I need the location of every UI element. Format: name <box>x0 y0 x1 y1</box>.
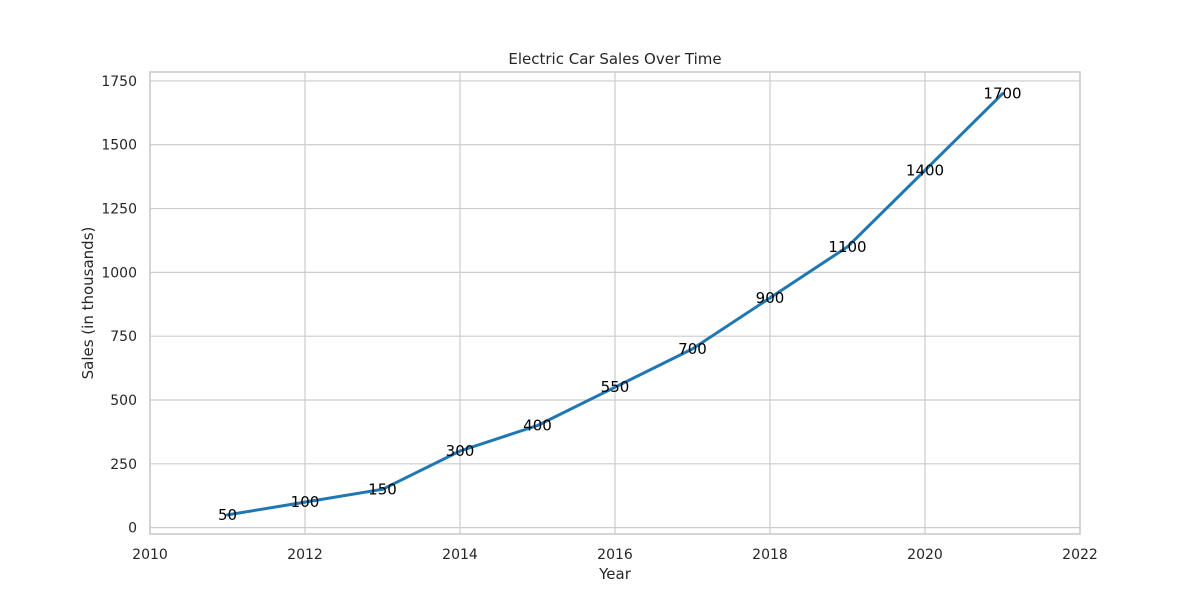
data-label: 1400 <box>906 161 944 179</box>
x-axis-title: Year <box>598 565 632 583</box>
data-label: 150 <box>368 480 397 498</box>
x-tick-label: 2020 <box>907 547 943 563</box>
y-tick-label: 1500 <box>101 138 137 154</box>
data-label: 400 <box>523 417 552 435</box>
tick-label-layer: 2010 2012 2014 2016 2018 2020 2022 0 250 500 750 10… <box>101 74 1097 563</box>
data-label: 50 <box>218 506 237 524</box>
x-tick-label: 2010 <box>132 547 168 563</box>
y-tick-label: 500 <box>110 393 137 409</box>
y-tick-label: 1000 <box>101 265 137 281</box>
plot-frame <box>149 71 1081 535</box>
chart-title: Electric Car Sales Over Time <box>508 50 721 68</box>
grid-layer <box>149 72 1081 534</box>
series-line <box>226 92 1004 517</box>
data-label: 550 <box>601 378 630 396</box>
y-tick-label: 1750 <box>101 74 137 90</box>
series-layer <box>226 92 1004 517</box>
x-tick-label: 2012 <box>287 547 323 563</box>
x-tick-label: 2014 <box>442 547 478 563</box>
y-tick-label: 750 <box>110 329 137 345</box>
y-axis-title: Sales (in thousands) <box>79 227 97 380</box>
data-label: 700 <box>678 340 707 358</box>
x-tick-label: 2016 <box>597 547 633 563</box>
data-label: 300 <box>446 442 475 460</box>
data-label: 1100 <box>828 238 866 256</box>
data-label-layer: 50 100 150 300 400 550 700 900 1100 1400 1700 <box>218 85 1022 524</box>
y-tick-label: 250 <box>110 457 137 473</box>
y-tick-label: 0 <box>128 521 137 537</box>
data-label: 1700 <box>983 85 1021 103</box>
x-tick-label: 2018 <box>752 547 788 563</box>
data-label: 100 <box>291 493 320 511</box>
y-tick-label: 1250 <box>101 202 137 218</box>
x-tick-label: 2022 <box>1062 547 1098 563</box>
data-label: 900 <box>756 289 785 307</box>
